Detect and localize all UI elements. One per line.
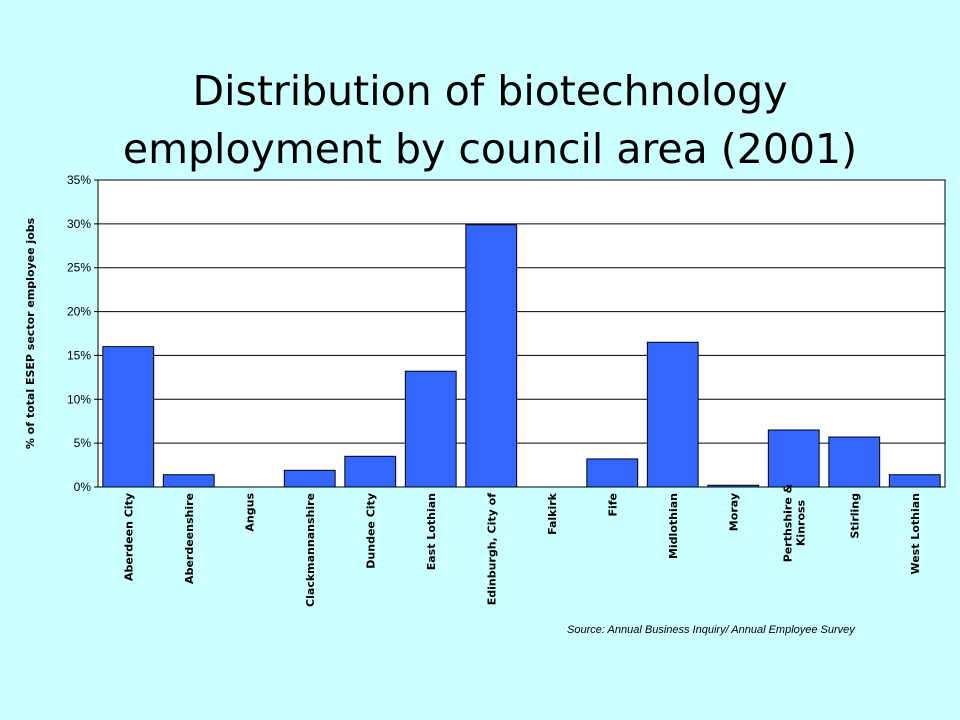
y-tick-label: 5%: [74, 436, 92, 450]
bar: [888, 474, 941, 488]
bar: [283, 469, 336, 488]
x-tick-label-line: West Lothian: [909, 493, 922, 575]
x-tick-label-line: Dundee City: [364, 493, 377, 569]
y-tick-label: 10%: [67, 392, 91, 406]
y-tick-label: 0%: [74, 480, 92, 494]
x-tick-label-line: Kinross: [794, 499, 807, 546]
x-tick-label: Fife: [606, 493, 619, 517]
bar: [465, 224, 518, 488]
x-tick-label: Dundee City: [364, 493, 377, 569]
x-tick-label-line: Angus: [243, 493, 256, 532]
x-tick-label: Moray: [727, 493, 740, 531]
bar: [404, 370, 457, 488]
x-tick-label-line: Edinburgh, City of: [485, 493, 498, 605]
x-tick-label-line: Stirling: [848, 493, 861, 539]
x-tick-label: Edinburgh, City of: [485, 493, 498, 605]
x-tick-label: Aberdeenshire: [183, 493, 196, 584]
y-tick-label: 15%: [67, 348, 91, 362]
y-tick-label: 35%: [67, 173, 91, 187]
bar: [707, 484, 760, 488]
x-tick-label: Perthshire & Kinross: [781, 483, 807, 562]
x-tick-label: Midlothian: [667, 493, 680, 559]
bar: [344, 455, 397, 488]
bar: [767, 429, 820, 488]
page-title: Distribution of biotechnology employment…: [60, 62, 920, 178]
x-tick-label: West Lothian: [909, 493, 922, 575]
bar: [162, 474, 215, 488]
page-title-line-2: employment by council area (2001): [122, 125, 858, 173]
x-tick-label-line: Perthshire &: [781, 483, 794, 562]
bar: [646, 341, 699, 488]
source-note: Source: Annual Business Inquiry/ Annual …: [567, 624, 855, 636]
x-tick-label-line: East Lothian: [425, 493, 438, 570]
y-tick-label: 30%: [67, 217, 91, 231]
bar: [828, 436, 881, 488]
x-tick-label: Angus: [243, 493, 256, 532]
y-tick-label: 20%: [67, 305, 91, 319]
x-tick-label: Stirling: [848, 493, 861, 539]
bar: [102, 346, 155, 488]
bar: [586, 458, 639, 488]
x-tick-label: Aberdeen City: [122, 493, 135, 581]
x-tick-label-line: Clackmannanshire: [304, 493, 317, 607]
y-tick-label: 25%: [67, 261, 91, 275]
x-tick-label-line: Aberdeen City: [122, 493, 135, 581]
x-tick-label-line: Aberdeenshire: [183, 493, 196, 584]
page-title-line-1: Distribution of biotechnology: [192, 67, 788, 115]
x-tick-label: Falkirk: [546, 492, 559, 535]
x-tick-label-line: Midlothian: [667, 493, 680, 559]
x-tick-label-line: Fife: [606, 493, 619, 517]
x-tick-label: Clackmannanshire: [304, 493, 317, 607]
x-tick-label-line: Falkirk: [546, 492, 559, 535]
x-tick-label-line: Moray: [727, 493, 740, 531]
y-axis-label: % of total ESEP sector employee jobs: [24, 217, 37, 449]
x-tick-label: East Lothian: [425, 493, 438, 570]
